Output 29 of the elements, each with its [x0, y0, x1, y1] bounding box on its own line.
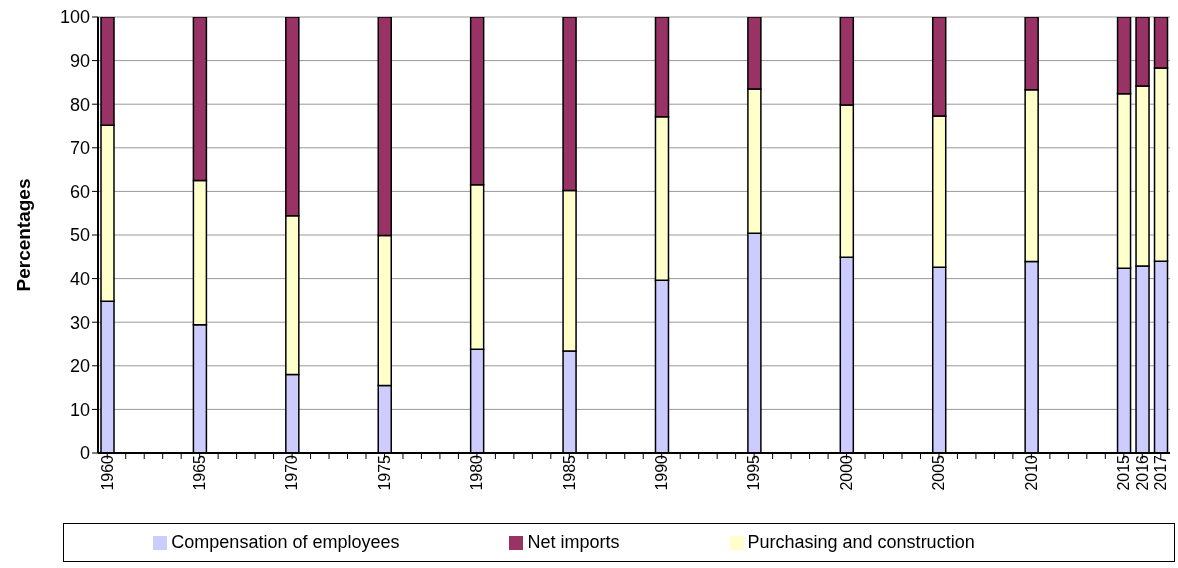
x-tick-label: 1960	[98, 454, 116, 491]
y-tick-label: 80	[69, 94, 90, 115]
x-tick-label: 1980	[468, 454, 486, 491]
x-tick-label: 1965	[191, 454, 209, 491]
x-tick-label: 2016	[1133, 454, 1151, 491]
y-tick-label: 20	[69, 356, 90, 377]
y-tick-label: 60	[69, 181, 90, 202]
x-tick-label: 2000	[837, 454, 855, 491]
x-tick-label: 2005	[930, 454, 948, 491]
legend-label: Compensation of employees	[171, 532, 400, 552]
y-tick-label: 0	[79, 443, 90, 464]
y-axis-title: Percentages	[12, 178, 34, 292]
legend-label: Purchasing and construction	[747, 532, 975, 552]
x-tick-label: 2010	[1022, 454, 1040, 491]
y-tick-label: 70	[69, 138, 90, 159]
x-tick-label: 1990	[653, 454, 671, 491]
y-tick-label: 50	[69, 225, 90, 246]
x-tick-label: 2015	[1115, 454, 1133, 491]
y-tick-label: 100	[59, 7, 90, 28]
y-tick-label: 10	[69, 399, 90, 420]
x-tick-label: 2017	[1152, 454, 1170, 491]
x-tick-label: 1995	[745, 454, 763, 491]
y-tick-label: 90	[69, 50, 90, 71]
x-tick-label: 1970	[283, 454, 301, 491]
legend-label: Net imports	[527, 532, 620, 552]
x-tick-label: 1985	[560, 454, 578, 491]
y-tick-label: 40	[69, 268, 90, 289]
x-tick-label: 1975	[375, 454, 393, 491]
y-tick-label: 30	[69, 312, 90, 333]
